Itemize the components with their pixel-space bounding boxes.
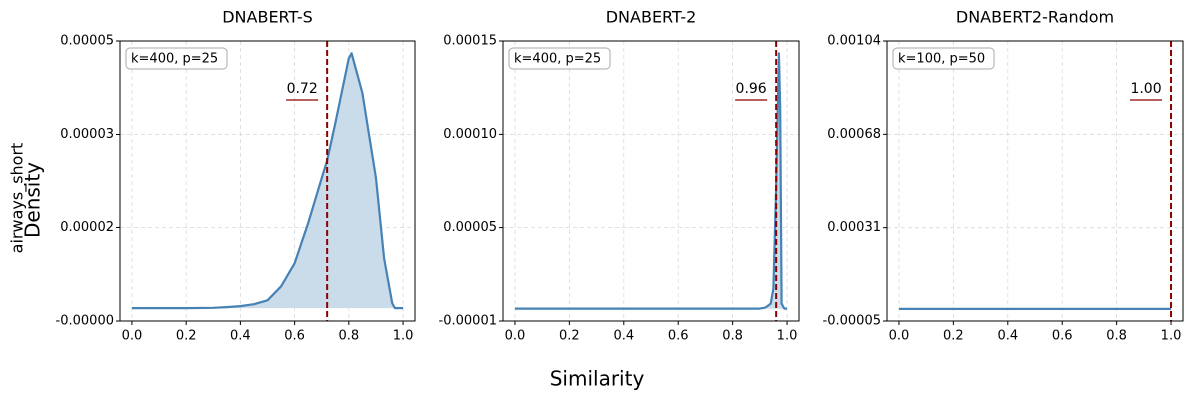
- x-tick-label: 0.2: [176, 329, 197, 344]
- chart-title: DNABERT-2: [606, 8, 697, 27]
- y-tick-label: -0.00001: [439, 314, 497, 329]
- annotation: k=100, p=50: [898, 52, 985, 67]
- x-tick-label: 0.0: [505, 329, 526, 344]
- chart-title: DNABERT2-Random: [956, 8, 1114, 27]
- x-tick-label: 0.0: [889, 329, 910, 344]
- x-tick-label: 1.0: [1161, 329, 1182, 344]
- y-tick-label: -0.00005: [823, 314, 881, 329]
- y-tick-label: 0.00068: [827, 127, 881, 142]
- x-tick-label: 0.6: [284, 329, 305, 344]
- annotation-box: [125, 47, 228, 70]
- y-tick-label: 0.00005: [443, 220, 497, 235]
- x-tick-label: 0.8: [722, 329, 743, 344]
- x-tick-label: 0.2: [559, 329, 580, 344]
- chart-title: DNABERT-S: [222, 8, 313, 27]
- x-tick-label: 0.4: [997, 329, 1018, 344]
- axes-frame: [119, 40, 416, 322]
- threshold-label: 0.72: [287, 81, 318, 97]
- density-line: [515, 52, 787, 310]
- threshold-label: 0.96: [736, 81, 767, 97]
- annotation-box: [508, 47, 611, 70]
- y-tick-label: 0.00010: [443, 127, 497, 142]
- x-tick-label: 0.4: [230, 329, 251, 344]
- annotation: k=400, p=25: [131, 52, 218, 67]
- x-tick-label: 1.0: [393, 329, 414, 344]
- x-tick-label: 1.0: [777, 329, 798, 344]
- x-tick-label: 0.8: [338, 329, 359, 344]
- y-tick-label: 0.00104: [827, 34, 881, 49]
- axes-frame: [886, 40, 1184, 322]
- annotation: k=400, p=25: [514, 52, 601, 67]
- x-tick-label: 0.8: [1106, 329, 1127, 344]
- density-line: [131, 52, 404, 310]
- threshold-label: 1.00: [1130, 81, 1161, 97]
- x-tick-label: 0.0: [122, 329, 143, 344]
- annotation-box: [892, 47, 995, 70]
- y-tick-label: 0.00003: [60, 127, 114, 142]
- y-tick-label: 0.00002: [60, 220, 114, 235]
- density-area: [131, 53, 404, 309]
- axes-frame: [502, 40, 800, 322]
- y-tick-label: -0.00000: [56, 314, 114, 329]
- y-tick-label: 0.00005: [60, 34, 114, 49]
- row-label: airways_short: [8, 143, 28, 254]
- x-tick-label: 0.4: [613, 329, 634, 344]
- y-tick-label: 0.00015: [443, 34, 497, 49]
- y-axis-label: Density: [21, 162, 45, 238]
- x-tick-label: 0.2: [943, 329, 964, 344]
- x-axis-label: Similarity: [550, 367, 645, 391]
- x-tick-label: 0.6: [668, 329, 689, 344]
- x-tick-label: 0.6: [1052, 329, 1073, 344]
- y-tick-label: 0.00031: [827, 220, 881, 235]
